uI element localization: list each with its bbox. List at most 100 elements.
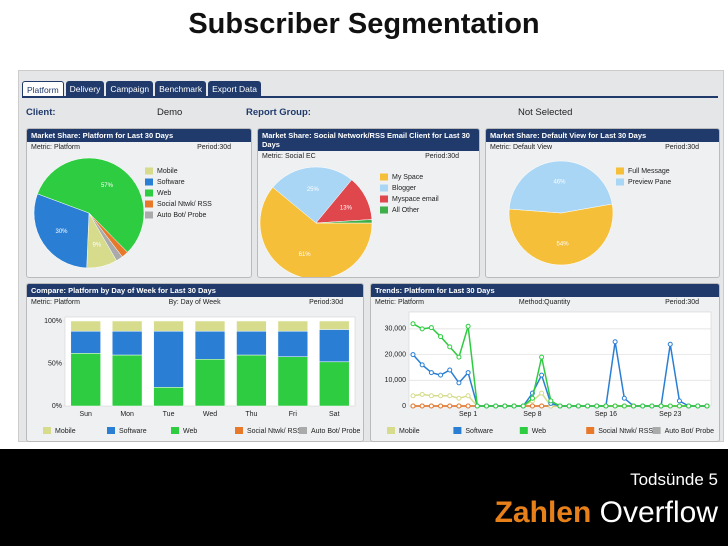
legend-swatch xyxy=(616,167,624,175)
tab-bar: Platform Delivery Campaign Benchmark Export … xyxy=(22,81,261,98)
panel-note: Metric: Platform xyxy=(375,299,425,306)
point xyxy=(465,393,471,399)
point xyxy=(658,403,664,409)
tab[interactable]: Delivery xyxy=(65,81,105,98)
tab[interactable]: Campaign xyxy=(106,81,154,98)
slice-label: 30% xyxy=(56,229,69,235)
point xyxy=(456,403,462,409)
bar-segment xyxy=(111,354,143,407)
legend-swatch xyxy=(586,427,595,434)
pie-slice xyxy=(88,212,123,261)
x-tick-label: Sep 8 xyxy=(523,411,541,418)
legend-label: Blogger xyxy=(392,185,417,192)
point xyxy=(640,403,646,409)
y-tick-label: 0 xyxy=(402,403,406,410)
legend-swatch xyxy=(380,173,388,181)
point xyxy=(438,334,444,340)
legend-label: Auto Bot/ Probe xyxy=(665,428,715,435)
panel-title: Market Share: Default View for Last 30 D… xyxy=(486,129,719,142)
chart: 61% My Space 25% Blogger 13% Myspace email All… xyxy=(259,166,439,277)
bar-segment xyxy=(194,330,226,360)
pie-slice xyxy=(259,186,373,277)
legend-label: All Other xyxy=(392,207,420,214)
legend-swatch xyxy=(380,195,388,203)
legend-swatch xyxy=(380,206,388,214)
bar-segment xyxy=(277,320,309,332)
legend-swatch xyxy=(380,184,388,192)
slice-label: 54% xyxy=(557,242,570,248)
legend-label: Auto Bot/ Probe xyxy=(157,212,207,219)
panel-notes: Metric: Platform By: Day of Week Period:30… xyxy=(27,297,363,306)
legend-label: Mobile xyxy=(55,428,76,435)
plot-area xyxy=(408,311,712,407)
bar-segment xyxy=(111,330,143,356)
legend-label: Web xyxy=(532,428,546,435)
slice-label: 46% xyxy=(553,179,566,185)
panel-title: Market Share: Social Network/RSS Email C… xyxy=(258,129,479,151)
point xyxy=(548,398,554,404)
point xyxy=(621,403,627,409)
legend-swatch xyxy=(43,427,51,434)
bar-segment xyxy=(319,329,350,363)
y-tick-label: 30,000 xyxy=(385,326,407,333)
panel: 54% Full Message 46% Preview Pane Market Sha… xyxy=(485,128,720,278)
legend-swatch xyxy=(299,427,307,434)
legend-swatch xyxy=(387,427,395,434)
point xyxy=(465,370,471,376)
point xyxy=(649,403,655,409)
legend-label: Full Message xyxy=(628,168,670,175)
client-label: Client: xyxy=(26,107,56,118)
x-tick-label: Fri xyxy=(289,411,298,418)
panel-note: Period:30d xyxy=(309,299,343,306)
point xyxy=(612,403,618,409)
footer-word: Zahlen xyxy=(494,496,592,529)
point xyxy=(686,403,692,409)
bar-segment xyxy=(70,353,101,407)
point xyxy=(539,403,545,409)
point xyxy=(428,325,434,331)
tab[interactable]: Benchmark xyxy=(155,81,207,98)
tab-underline xyxy=(22,96,718,98)
footer-number: Todsünde 5 xyxy=(630,470,718,489)
point xyxy=(575,403,581,409)
bar-segment xyxy=(70,320,101,332)
point xyxy=(410,321,416,327)
point xyxy=(566,403,572,409)
y-tick-label: 50% xyxy=(48,360,62,367)
legend-swatch xyxy=(145,167,153,175)
x-tick-label: Sep 23 xyxy=(659,411,681,418)
pie-slice xyxy=(508,160,613,214)
bar-segment xyxy=(319,361,350,407)
legend-swatch xyxy=(519,427,528,434)
slice-label: 57% xyxy=(101,183,114,189)
legend-label: Myspace email xyxy=(392,196,439,203)
point xyxy=(529,403,535,409)
point xyxy=(456,380,462,386)
legend-label: Social Ntwk/ RSS xyxy=(598,428,653,435)
x-tick-label: Thu xyxy=(245,411,257,418)
x-tick-label: Sep 16 xyxy=(595,411,617,418)
legend-swatch xyxy=(235,427,243,434)
point xyxy=(539,354,545,360)
point xyxy=(410,352,416,358)
point xyxy=(447,367,453,373)
panel-note: Metric: Default View xyxy=(490,144,553,151)
point xyxy=(529,395,535,401)
slice-label: 13% xyxy=(340,205,353,211)
point xyxy=(447,393,453,399)
pie-slice xyxy=(33,193,90,269)
point xyxy=(502,403,508,409)
group-value: Not Selected xyxy=(518,107,573,118)
legend-label: Preview Pane xyxy=(628,179,671,186)
point xyxy=(410,393,416,399)
bar-segment xyxy=(277,330,309,357)
point xyxy=(511,403,517,409)
panel-notes: Metric: Platform Method:Quantity Period:30… xyxy=(371,297,719,306)
tab[interactable]: Export Data xyxy=(208,81,261,98)
bar-segment xyxy=(111,320,143,332)
tab[interactable]: Platform xyxy=(22,81,64,98)
slice-label: 9% xyxy=(93,243,102,249)
panel: 0% 50% 100% Sun Mon Tue Wed Thu Fri Sat Mobile Soft… xyxy=(26,283,364,442)
legend-label: Software xyxy=(465,428,493,435)
